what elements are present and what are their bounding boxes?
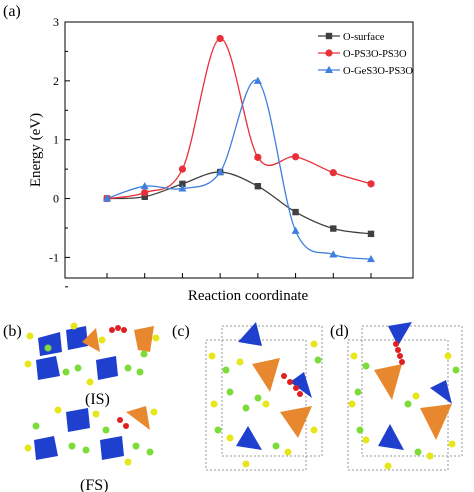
- tetrahedron-orange: [82, 328, 100, 352]
- tetrahedron-blue: [238, 322, 262, 346]
- y-tick-label: 3: [53, 15, 59, 29]
- legend: O-surface O-PS3O-PS3O O-GeS3O-PS3O: [318, 32, 413, 77]
- series-O-GeS3O-PS3O: [103, 76, 375, 263]
- tetrahedron-orange: [134, 326, 154, 352]
- series-line: [106, 37, 372, 200]
- data-point: [216, 34, 224, 43]
- legend-item: O-GeS3O-PS3O: [318, 65, 413, 77]
- data-point: [178, 184, 187, 192]
- data-point: [216, 167, 225, 176]
- tetrahedron-orange: [280, 406, 312, 438]
- y-tick-label: 1: [53, 133, 59, 147]
- tetrahedron-blue: [38, 332, 62, 356]
- tetrahedron-orange: [252, 358, 280, 392]
- data-point: [367, 230, 375, 238]
- structure-c: [205, 322, 323, 471]
- x-axis-title: Reaction coordinate: [188, 288, 309, 304]
- panel-label-a: (a): [3, 3, 21, 20]
- data-point: [141, 193, 148, 200]
- data-point: [367, 180, 375, 188]
- oxygen-chain: [109, 325, 129, 429]
- y-tick-label: 0: [53, 192, 59, 206]
- y-axis-title: Energy (eV): [28, 113, 44, 187]
- tetrahedron-blue: [66, 326, 88, 350]
- series-line: [106, 171, 372, 235]
- tetrahedron-blue: [290, 372, 312, 398]
- series-O-surface: [103, 168, 375, 238]
- legend-label: O-surface: [343, 32, 385, 43]
- data-point: [141, 189, 149, 197]
- plot-frame: [64, 21, 414, 279]
- y-axis-ticks: 3 2 1 0 -1: [49, 15, 70, 288]
- data-point: [330, 225, 337, 232]
- data-point: [254, 153, 262, 161]
- data-point: [367, 254, 375, 263]
- panel-label-d: (d): [330, 323, 349, 340]
- structure-b: [24, 322, 160, 466]
- tetrahedron-blue: [430, 380, 452, 404]
- data-point: [329, 250, 338, 258]
- legend-item: O-PS3O-PS3O: [318, 49, 407, 60]
- data-point: [178, 165, 187, 173]
- tetrahedron-orange: [420, 404, 452, 440]
- structure-d: [347, 322, 463, 471]
- data-point: [292, 208, 299, 216]
- x-axis-ticks: [106, 273, 372, 278]
- atoms-b: [24, 322, 160, 466]
- tetrahedron-blue: [96, 356, 118, 380]
- energy-chart: 3 2 1 0 -1 Reaction coordinate Energy (eV) O…: [28, 15, 414, 304]
- oxygen-chain: [281, 373, 303, 397]
- legend-item: O-surface: [318, 32, 385, 43]
- y-tick-label: -1: [49, 250, 59, 264]
- data-point: [254, 182, 262, 190]
- tetrahedron-blue: [100, 436, 124, 460]
- legend-marker: [325, 32, 333, 40]
- legend-marker: [325, 65, 333, 73]
- legend-marker: [325, 49, 333, 57]
- legend-label: O-GeS3O-PS3O: [343, 66, 413, 77]
- tetrahedron-orange: [126, 406, 150, 430]
- data-point: [291, 226, 300, 234]
- series-line: [106, 79, 372, 260]
- data-point: [291, 153, 300, 161]
- data-point: [253, 76, 262, 84]
- oxygen-chain: [393, 341, 405, 365]
- panel-label-c: (c): [172, 323, 190, 340]
- series-layer: [103, 34, 375, 263]
- panel-label-b: (b): [3, 323, 22, 340]
- atoms-c: [208, 340, 322, 468]
- data-point: [140, 181, 149, 190]
- data-point: [179, 180, 186, 188]
- atoms-d: [348, 352, 460, 470]
- tetrahedron-blue: [36, 356, 60, 380]
- fs-label: (FS): [80, 477, 108, 492]
- tetrahedron-blue: [34, 436, 58, 460]
- data-point: [103, 194, 111, 202]
- tetrahedron-blue: [378, 424, 404, 450]
- y-tick-label: 2: [53, 74, 59, 88]
- is-label: (IS): [85, 391, 110, 408]
- tetrahedron-blue: [236, 426, 262, 450]
- tetrahedron-blue: [388, 322, 412, 346]
- legend-label: O-PS3O-PS3O: [343, 49, 407, 60]
- tetrahedron-blue: [66, 408, 90, 432]
- tetrahedron-orange: [374, 364, 402, 400]
- data-point: [329, 169, 337, 177]
